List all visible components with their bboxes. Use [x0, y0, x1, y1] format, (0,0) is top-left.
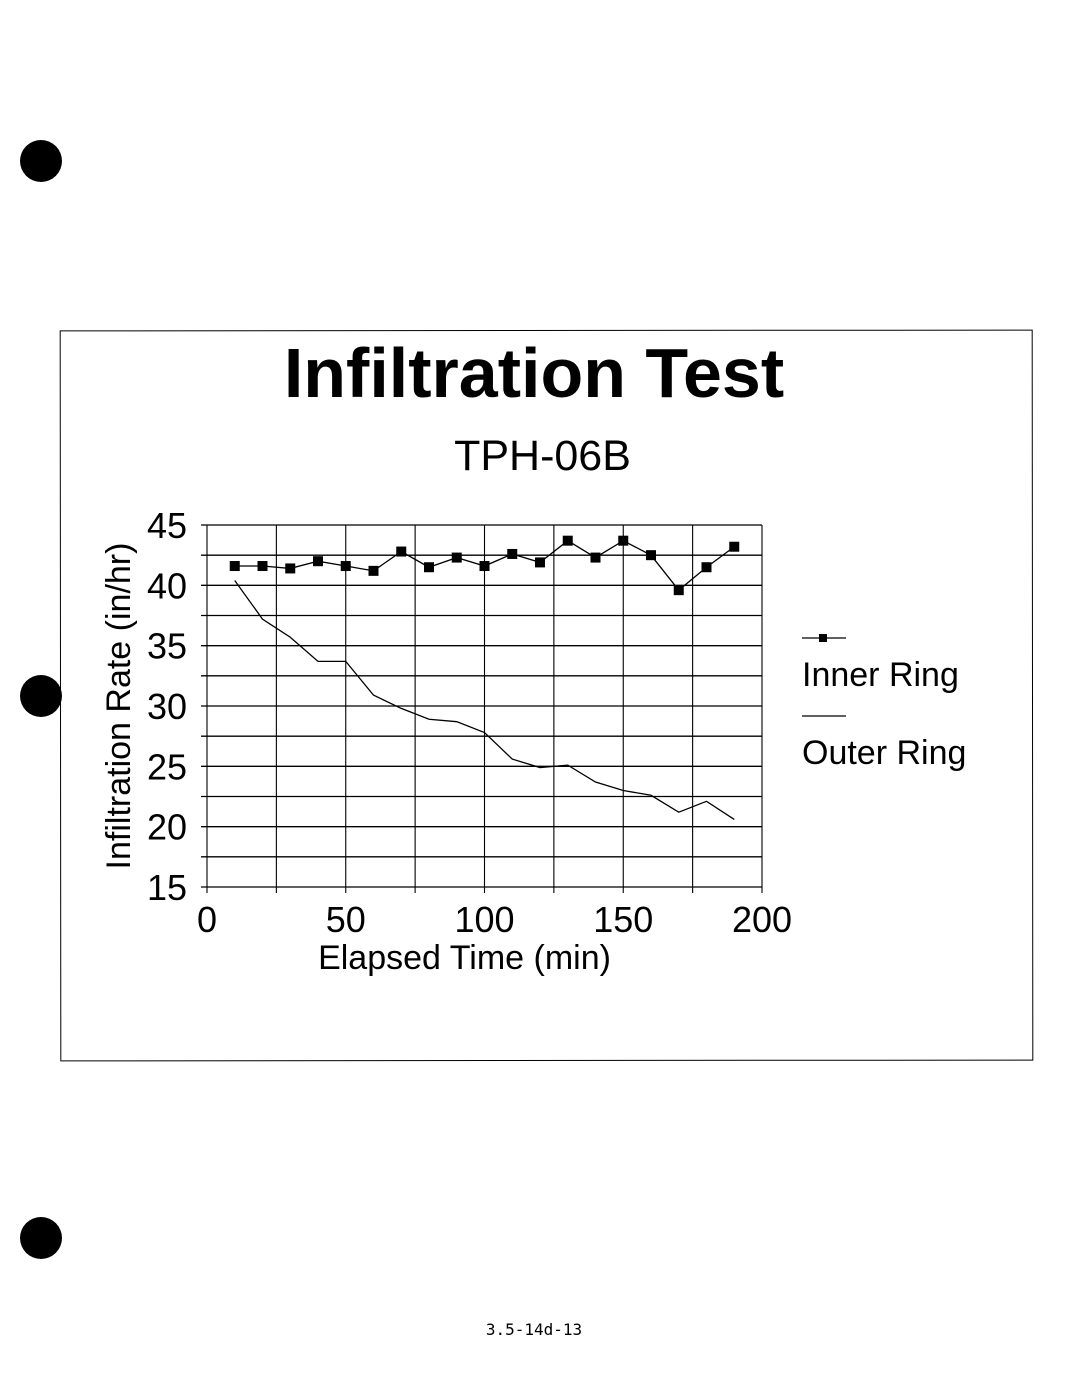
data-point-inner-ring: [451, 552, 462, 563]
data-point-inner-ring: [479, 561, 490, 572]
y-tick-label: 30: [147, 686, 187, 727]
y-tick-label: 15: [147, 867, 187, 908]
y-tick-label: 45: [147, 505, 187, 546]
x-tick-label: 0: [197, 899, 217, 940]
legend-label-outer-ring: Outer Ring: [802, 734, 967, 772]
chart-subtitle: TPH-06B: [454, 432, 631, 480]
legend-label-inner-ring: Inner Ring: [802, 656, 959, 694]
data-point-inner-ring: [590, 552, 601, 563]
legend-marker-inner-ring: [819, 634, 827, 642]
data-point-inner-ring: [424, 562, 434, 573]
data-point-inner-ring: [368, 565, 379, 576]
punch-hole: [20, 1217, 62, 1259]
data-point-inner-ring: [701, 562, 712, 573]
data-point-inner-ring: [340, 561, 351, 572]
data-point-inner-ring: [396, 546, 407, 557]
x-tick-label: 100: [454, 899, 514, 940]
y-tick-label: 20: [147, 807, 187, 848]
series-line-outer-ring: [234, 580, 735, 820]
x-tick-label: 200: [732, 899, 792, 940]
punch-hole: [20, 675, 62, 717]
punch-hole: [20, 140, 62, 182]
data-point-inner-ring: [507, 548, 518, 559]
chart-title: Infiltration Test: [283, 334, 785, 412]
data-point-inner-ring: [313, 556, 323, 567]
y-tick-label: 25: [147, 746, 187, 787]
x-tick-label: 150: [593, 899, 653, 940]
page-number: 3.5-14d-13: [485, 1320, 583, 1339]
x-axis-label: Elapsed Time (min): [318, 939, 611, 977]
data-point-inner-ring: [535, 557, 545, 568]
y-tick-label: 40: [147, 565, 187, 606]
y-axis-label: Infiltration Rate (in/hr): [100, 543, 138, 870]
data-point-inner-ring: [729, 541, 740, 552]
data-point-inner-ring: [673, 585, 684, 596]
data-point-inner-ring: [285, 563, 296, 574]
data-point-inner-ring: [257, 561, 268, 572]
data-point-inner-ring: [646, 550, 656, 561]
x-tick-label: 50: [326, 899, 366, 940]
data-point-inner-ring: [618, 535, 629, 546]
data-point-inner-ring: [562, 535, 573, 546]
y-tick-label: 35: [147, 626, 187, 667]
data-point-inner-ring: [229, 561, 240, 572]
